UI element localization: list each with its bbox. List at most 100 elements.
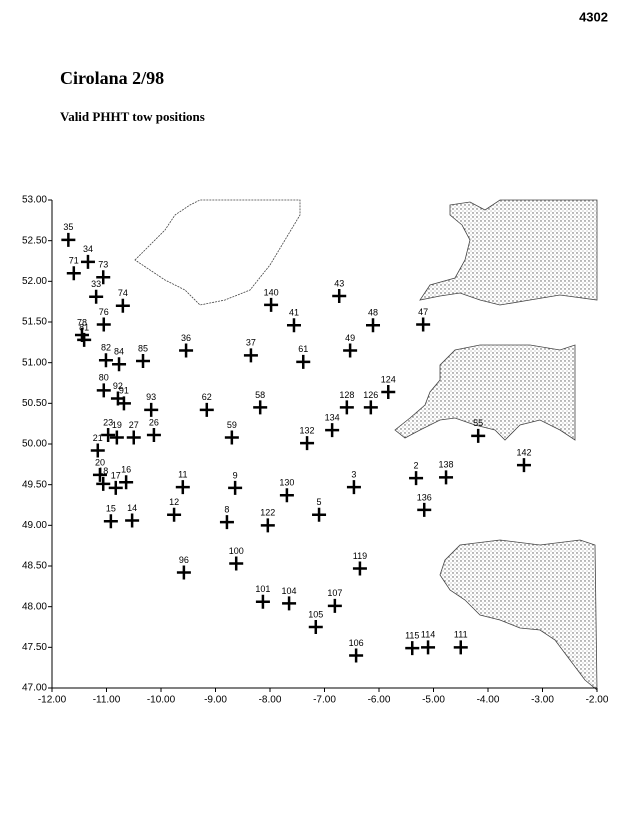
tow-label: 33 — [91, 279, 101, 289]
tow-position — [61, 232, 76, 247]
tow-label: 8 — [224, 504, 229, 514]
y-tick-label: 47.00 — [22, 683, 47, 694]
tow-position — [516, 458, 531, 473]
x-tick-label: -4.00 — [477, 695, 500, 706]
y-tick-label: 48.50 — [22, 561, 47, 572]
tow-label: 74 — [118, 288, 128, 298]
tow-position — [243, 348, 258, 363]
tow-position — [352, 561, 367, 576]
y-tick-label: 52.50 — [22, 235, 47, 246]
tow-label: 80 — [99, 373, 109, 383]
tow-label: 138 — [439, 460, 454, 470]
tow-position — [325, 423, 340, 438]
tow-position — [92, 467, 107, 482]
tow-label: 47 — [418, 307, 428, 317]
tow-position — [416, 317, 431, 332]
tow-label: 101 — [255, 584, 270, 594]
tow-position — [112, 357, 127, 372]
tow-label: 18 — [98, 466, 108, 476]
tow-position — [346, 480, 361, 495]
tow-position — [89, 289, 104, 304]
tow-position — [286, 318, 301, 333]
tow-label: 26 — [149, 417, 159, 427]
tow-label: 71 — [69, 256, 79, 266]
tow-label: 27 — [129, 420, 139, 430]
y-tick-label: 49.00 — [22, 520, 47, 531]
tow-label: 12 — [169, 497, 179, 507]
tow-label: 14 — [127, 503, 137, 513]
tow-label: 11 — [178, 469, 187, 479]
y-tick-label: 51.00 — [22, 357, 47, 368]
tow-position — [136, 354, 151, 369]
chart-title: Cirolana 2/98 — [60, 68, 164, 88]
tow-position — [300, 436, 315, 451]
tow-label: 19 — [112, 420, 122, 430]
x-tick-label: -9.00 — [204, 695, 227, 706]
y-tick-label: 47.50 — [22, 642, 47, 653]
tow-position — [417, 502, 432, 517]
tow-label: 107 — [327, 588, 342, 598]
tow-position — [332, 288, 347, 303]
tow-position — [90, 443, 105, 458]
tow-position — [381, 384, 396, 399]
tow-position — [471, 428, 486, 443]
x-tick-label: -11.00 — [93, 695, 121, 706]
x-tick-label: -12.00 — [38, 695, 67, 706]
x-tick-label: -6.00 — [368, 695, 391, 706]
tow-label: 100 — [229, 546, 244, 556]
tow-label: 76 — [99, 307, 109, 317]
tow-label: 48 — [368, 308, 378, 318]
tow-position — [103, 514, 118, 529]
tow-position — [77, 332, 92, 347]
tow-label: 9 — [233, 470, 238, 480]
tow-position — [96, 476, 111, 491]
x-tick-label: -2.00 — [586, 695, 609, 706]
tow-label: 78 — [77, 317, 87, 327]
tow-label: 85 — [138, 343, 148, 353]
y-tick-label: 49.50 — [22, 479, 47, 490]
x-tick-label: -5.00 — [422, 695, 445, 706]
tow-position — [108, 480, 123, 495]
tow-label: 35 — [63, 222, 73, 232]
x-tick-label: -10.00 — [147, 695, 176, 706]
tow-label: 23 — [103, 417, 113, 427]
tow-position — [199, 402, 214, 417]
tow-label: 61 — [298, 344, 308, 354]
tow-label: 106 — [349, 638, 364, 648]
tow-position — [125, 513, 140, 528]
tow-label: 16 — [121, 465, 131, 475]
tow-label: 142 — [516, 448, 531, 458]
tow-position — [421, 640, 436, 655]
tow-label: 130 — [279, 478, 294, 488]
y-tick-label: 52.00 — [22, 276, 47, 287]
y-tick-label: 48.00 — [22, 601, 47, 612]
tow-position — [144, 402, 159, 417]
tow-position — [224, 430, 239, 445]
tow-label: 140 — [264, 287, 279, 297]
y-tick-label: 53.00 — [22, 195, 47, 206]
tow-position — [175, 480, 190, 495]
tow-position — [260, 518, 275, 533]
tow-label: 122 — [260, 508, 275, 518]
tow-label: 43 — [334, 278, 344, 288]
tow-position — [115, 298, 130, 313]
tow-position — [146, 428, 161, 443]
tow-label: 126 — [363, 390, 378, 400]
tow-position — [253, 400, 268, 415]
y-tick-label: 50.50 — [22, 398, 47, 409]
tow-label: 111 — [454, 630, 468, 640]
tow-position — [98, 353, 113, 368]
tow-label: 37 — [246, 338, 256, 348]
tow-label: 55 — [473, 418, 483, 428]
tow-label: 132 — [300, 426, 315, 436]
tow-position — [363, 400, 378, 415]
page-number: 4302 — [579, 9, 608, 24]
tow-position — [343, 343, 358, 358]
tow-label: 93 — [146, 392, 156, 402]
tow-position — [308, 620, 323, 634]
tow-position — [176, 565, 191, 580]
y-tick-label: 50.00 — [22, 439, 47, 450]
tow-position — [66, 266, 81, 281]
tow-label: 82 — [101, 343, 111, 353]
tow-label: 96 — [179, 555, 189, 565]
